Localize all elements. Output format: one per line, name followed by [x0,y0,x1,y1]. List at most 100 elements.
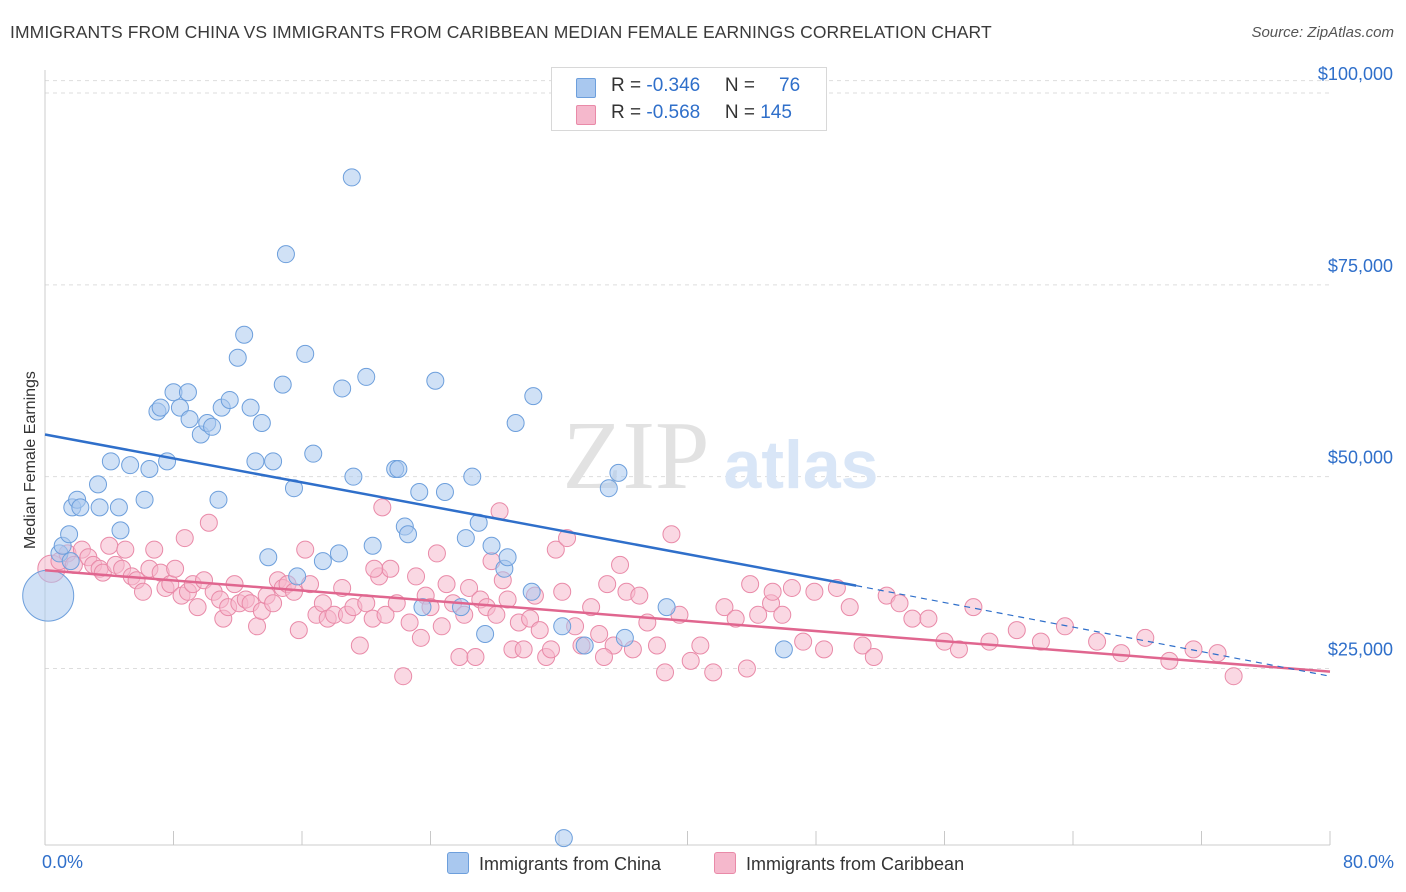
caribbean-point [376,605,395,624]
caribbean-point [805,582,824,601]
china-point [615,628,634,647]
china-point [121,456,140,475]
caribbean-point [598,575,617,594]
caribbean-point [919,609,938,628]
caribbean-point [949,640,968,659]
caribbean-swatch-icon [576,105,596,125]
china-point [296,344,315,363]
china-r-label: R = [611,75,647,96]
caribbean-point [437,575,456,594]
china-point [304,444,323,463]
china-point [220,390,239,409]
china-trendline [44,433,857,587]
caribbean-point [133,582,152,601]
caribbean-point [763,582,782,601]
china-point [609,463,628,482]
china-n-label: N = [724,75,761,96]
caribbean-point [964,598,983,617]
caribbean-point [487,605,506,624]
caribbean-point [590,624,609,643]
china-point [111,521,130,540]
caribbean-point [394,667,413,686]
caribbean-point [1031,632,1050,651]
caribbean-point [365,559,384,578]
china-point [235,325,254,344]
caribbean-point [450,648,469,667]
china-r-value: -0.346 [646,75,701,96]
caribbean-point [199,513,218,532]
china-point [554,829,573,848]
china-point [463,467,482,486]
legend-item-china: Immigrants from China [447,852,661,875]
china-point [203,417,222,436]
caribbean-point [630,586,649,605]
china-point [575,636,594,655]
china-point [435,483,454,502]
china-point [109,498,128,517]
caribbean-point [530,621,549,640]
china-point [89,475,108,494]
source-credit: Source: ZipAtlas.com [1251,24,1394,41]
china-point [482,536,501,555]
caribbean-point [662,525,681,544]
legend-item-caribbean: Immigrants from Caribbean [714,852,964,875]
china-point [342,168,361,187]
caribbean-point [864,648,883,667]
y-tick-label: $50,000 [1328,448,1393,468]
caribbean-point [853,636,872,655]
china-point [498,548,517,567]
china-point [524,387,543,406]
caribbean-point [773,605,792,624]
caribbean-point [1088,632,1107,651]
china-point [553,617,572,636]
china-point [399,525,418,544]
caribbean-point [594,648,613,667]
caribbean-point [175,529,194,548]
china-n-value: 76 [779,75,801,96]
caribbean-point [116,540,135,559]
caribbean-point [737,659,756,678]
caribbean-n-label: N = [724,102,761,123]
caribbean-r-value: -0.568 [646,102,701,123]
y-tick-label: $100,000 [1318,64,1393,84]
china-point [276,245,295,264]
caribbean-point [980,632,999,651]
caribbean-point [704,663,723,682]
caribbean-point [715,598,734,617]
china-point [506,413,525,432]
china-point [329,544,348,563]
china-point [363,536,382,555]
caribbean-point [611,555,630,574]
caribbean-point [373,498,392,517]
china-point [170,398,189,417]
china-point [101,452,120,471]
china-point [209,490,228,509]
china-point [313,552,332,571]
caribbean-point [656,663,675,682]
china-point [599,479,618,498]
caribbean-point [407,567,426,586]
china-point [71,498,90,517]
watermark-zip: ZIP [563,402,710,510]
china-point [522,582,541,601]
caribbean-point [264,594,283,613]
caribbean-point [726,609,745,628]
caribbean-point [1007,621,1026,640]
china-point [246,452,265,471]
caribbean-point [1208,644,1227,663]
caribbean-point [546,540,565,559]
legend-caribbean-label: Immigrants from Caribbean [746,854,965,874]
china-point [273,375,292,394]
china-point [178,383,197,402]
caribbean-point [1136,628,1155,647]
china-point [22,569,75,622]
caribbean-point [1112,644,1131,663]
caribbean-point [815,640,834,659]
caribbean-trendline [44,569,1331,673]
china-point [151,398,170,417]
caribbean-point [514,640,533,659]
china-point [657,598,676,617]
caribbean-point [582,598,601,617]
china-point [252,413,271,432]
china-point [413,598,432,617]
